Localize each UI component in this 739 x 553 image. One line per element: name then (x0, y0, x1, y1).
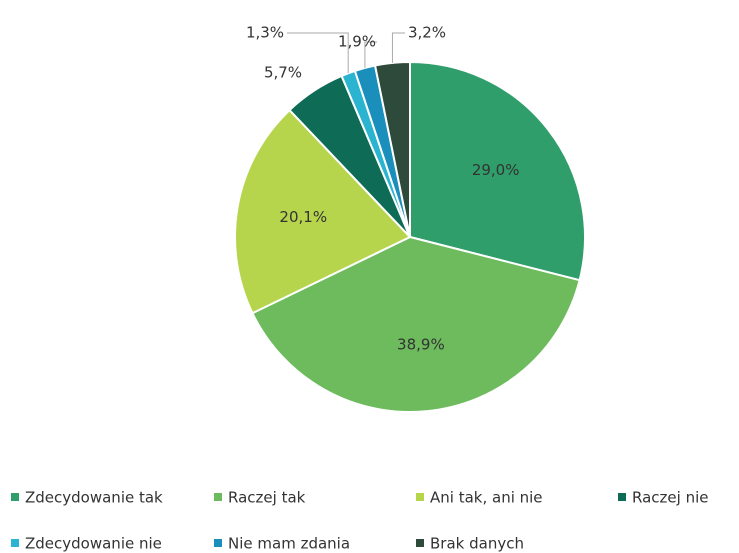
legend-label: Zdecydowanie tak (25, 489, 163, 507)
leader-line (287, 32, 349, 74)
data-label: 29,0% (472, 161, 520, 179)
legend-swatch (618, 493, 626, 501)
legend-label: Raczej tak (228, 489, 306, 507)
data-label: 20,1% (279, 208, 327, 226)
data-label: 1,3% (246, 24, 284, 42)
leader-line (391, 32, 405, 63)
legend-swatch (214, 539, 222, 547)
data-label: 3,2% (408, 24, 446, 42)
legend-label: Brak danych (430, 535, 524, 553)
legend-swatch (214, 493, 222, 501)
legend-swatch (11, 539, 19, 547)
pie-slice (234, 108, 412, 315)
legend-label: Raczej nie (632, 489, 708, 507)
legend-swatch (11, 493, 19, 501)
pie-slice (409, 60, 586, 282)
legend-label: Nie mam zdania (228, 535, 350, 553)
leader-line (364, 41, 377, 68)
data-label: 5,7% (264, 64, 302, 82)
data-label: 38,9% (397, 335, 445, 353)
pie-slice (251, 235, 581, 413)
legend-label: Ani tak, ani nie (430, 489, 543, 507)
legend-swatch (416, 493, 424, 501)
legend-swatch (416, 539, 424, 547)
data-label: 1,9% (338, 33, 376, 51)
legend-label: Zdecydowanie nie (25, 535, 162, 553)
